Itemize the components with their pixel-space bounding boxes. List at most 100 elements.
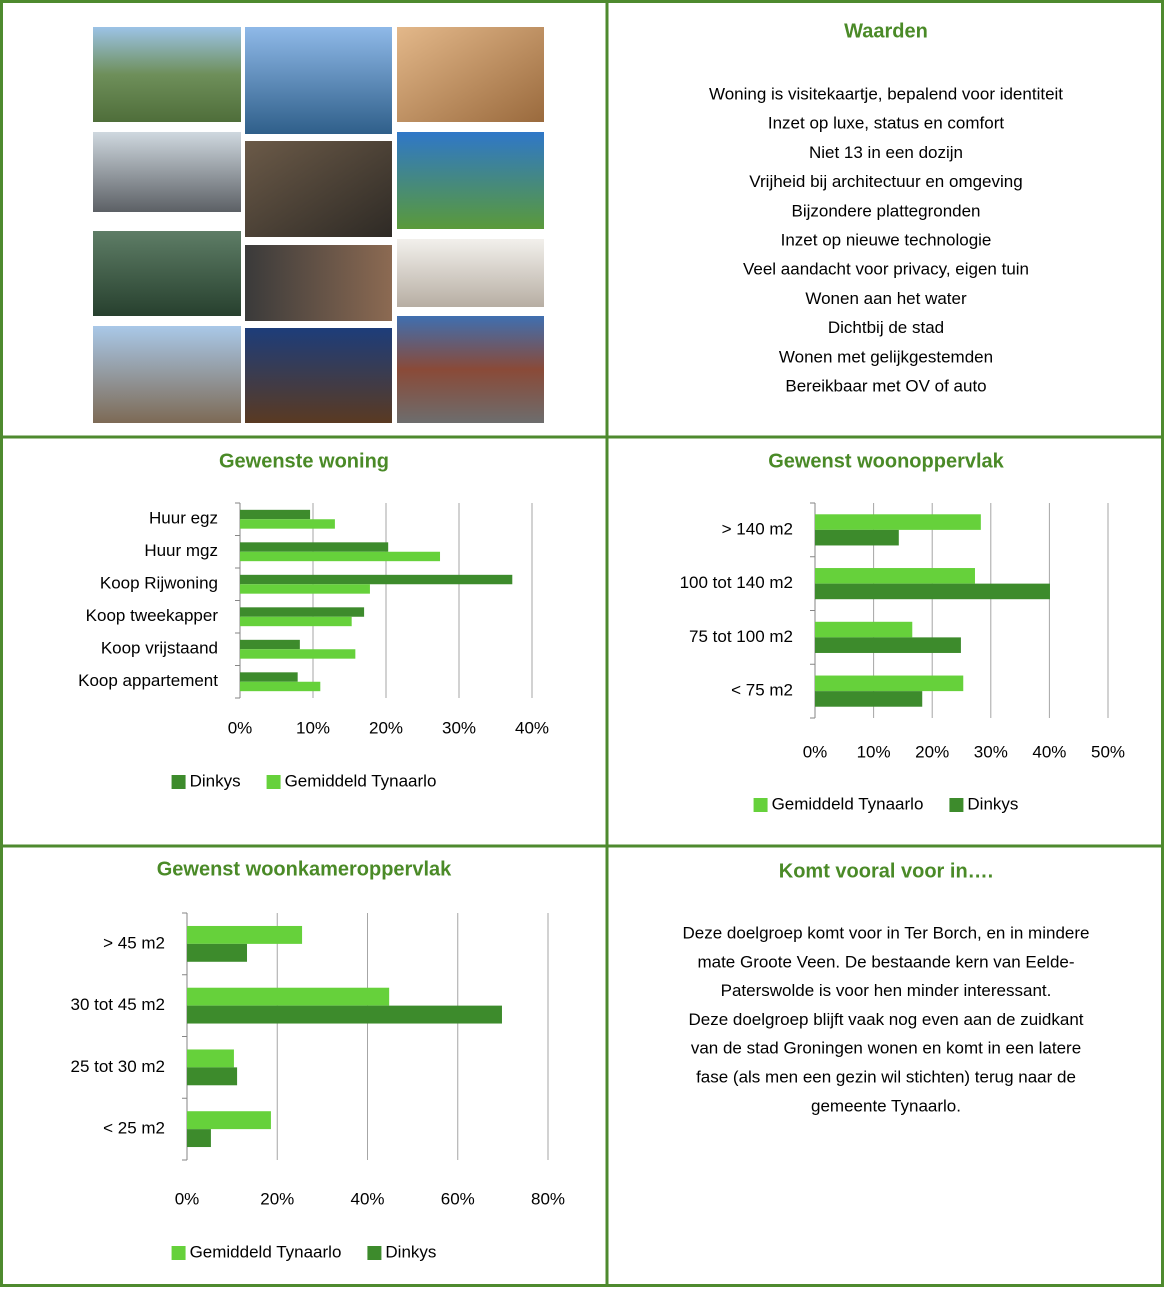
x-tick-label: 50% (1091, 742, 1125, 761)
bar (240, 584, 370, 593)
x-tick-label: 40% (350, 1189, 384, 1208)
y-tick-label: 100 tot 140 m2 (680, 573, 793, 592)
value-item: Niet 13 in een dozijn (809, 143, 963, 162)
bar (815, 691, 922, 707)
x-tick-label: 0% (228, 718, 253, 737)
paragraph-line: Deze doelgroep komt voor in Ter Borch, e… (683, 923, 1090, 942)
bar (187, 1049, 234, 1067)
paragraph-line: fase (als men een gezin wil stichten) te… (696, 1067, 1076, 1086)
legend-swatch (754, 798, 768, 812)
legend-label: Dinkys (385, 1242, 436, 1261)
x-tick-label: 80% (531, 1189, 565, 1208)
bar (187, 1006, 502, 1024)
x-tick-label: 40% (515, 718, 549, 737)
bar (240, 617, 352, 626)
y-tick-label: Koop vrijstaand (101, 639, 218, 658)
photo (93, 132, 241, 212)
value-item: Veel aandacht voor privacy, eigen tuin (743, 260, 1029, 279)
page: Waarden Komt vooral voor in…. Woning is … (0, 0, 1164, 1287)
photo (93, 231, 241, 316)
section-title: Waarden (844, 20, 928, 42)
bar (187, 988, 389, 1006)
chart-title: Gewenst woonkameroppervlak (157, 858, 452, 880)
bar (240, 682, 320, 691)
y-tick-label: Huur mgz (144, 541, 218, 560)
legend-label: Gemiddeld Tynaarlo (285, 771, 437, 790)
legend-swatch (172, 775, 186, 789)
legend-label: Gemiddeld Tynaarlo (772, 794, 924, 813)
y-tick-label: 25 tot 30 m2 (70, 1057, 165, 1076)
x-tick-label: 30% (974, 742, 1008, 761)
y-tick-label: Koop appartement (78, 671, 218, 690)
paragraph-line: Paterswolde is voor hen minder interessa… (721, 981, 1052, 1000)
legend-label: Dinkys (190, 771, 241, 790)
value-item: Wonen met gelijkgestemden (779, 347, 993, 366)
y-tick-label: 75 tot 100 m2 (689, 627, 793, 646)
y-tick-label: Koop tweekapper (86, 606, 219, 625)
chart-title: Gewenst woonoppervlak (768, 450, 1004, 472)
legend-swatch (949, 798, 963, 812)
bar (187, 1129, 211, 1147)
bar (240, 552, 440, 561)
y-tick-label: < 75 m2 (731, 681, 793, 700)
y-tick-label: < 25 m2 (103, 1119, 165, 1138)
y-tick-label: > 140 m2 (722, 519, 793, 538)
photo (245, 27, 392, 134)
x-tick-label: 20% (369, 718, 403, 737)
chart-title: Gewenste woning (219, 450, 389, 472)
bar (187, 1111, 271, 1129)
value-item: Inzet op luxe, status en comfort (768, 114, 1005, 133)
section-title: Komt vooral voor in…. (779, 860, 993, 882)
x-tick-label: 10% (296, 718, 330, 737)
value-item: Bijzondere plattegronden (791, 201, 980, 220)
legend-swatch (267, 775, 281, 789)
y-tick-label: 30 tot 45 m2 (70, 995, 165, 1014)
bar (240, 607, 364, 616)
x-tick-label: 60% (441, 1189, 475, 1208)
value-item: Vrijheid bij architectuur en omgeving (749, 172, 1022, 191)
value-item: Inzet op nieuwe technologie (781, 230, 992, 249)
paragraph-line: van de stad Groningen wonen en komt in e… (691, 1039, 1081, 1058)
bar (187, 926, 302, 944)
legend-label: Gemiddeld Tynaarlo (190, 1242, 342, 1261)
legend-label: Dinkys (967, 794, 1018, 813)
y-tick-label: Huur egz (149, 509, 218, 528)
bar (815, 622, 912, 638)
bar (240, 542, 388, 551)
photo (397, 316, 544, 423)
bar (240, 640, 300, 649)
paragraph-line: mate Groote Veen. De bestaande kern van … (697, 952, 1074, 971)
bar (815, 530, 899, 546)
x-tick-label: 20% (915, 742, 949, 761)
bar (240, 649, 355, 658)
bar (815, 568, 975, 584)
bar (240, 510, 310, 519)
legend-swatch (367, 1246, 381, 1260)
value-item: Woning is visitekaartje, bepalend voor i… (709, 84, 1063, 103)
photo (93, 326, 241, 423)
photo (397, 27, 544, 122)
paragraph-line: gemeente Tynaarlo. (811, 1096, 961, 1115)
bar (187, 944, 247, 962)
photo (397, 239, 544, 307)
photo (245, 328, 392, 423)
photo (245, 141, 392, 237)
bar (240, 575, 512, 584)
bar (815, 584, 1050, 600)
bar (240, 672, 298, 681)
bar (815, 676, 963, 692)
y-tick-label: > 45 m2 (103, 933, 165, 952)
photo (397, 132, 544, 229)
x-tick-label: 10% (857, 742, 891, 761)
bar (815, 514, 981, 530)
legend-swatch (172, 1246, 186, 1260)
x-tick-label: 40% (1032, 742, 1066, 761)
bar (815, 637, 961, 653)
paragraph-line: Deze doelgroep blijft vaak nog even aan … (688, 1010, 1083, 1029)
y-tick-label: Koop Rijwoning (100, 574, 218, 593)
x-tick-label: 0% (803, 742, 828, 761)
x-tick-label: 20% (260, 1189, 294, 1208)
value-item: Bereikbaar met OV of auto (785, 376, 986, 395)
photo (245, 245, 392, 321)
bar (187, 1067, 237, 1085)
